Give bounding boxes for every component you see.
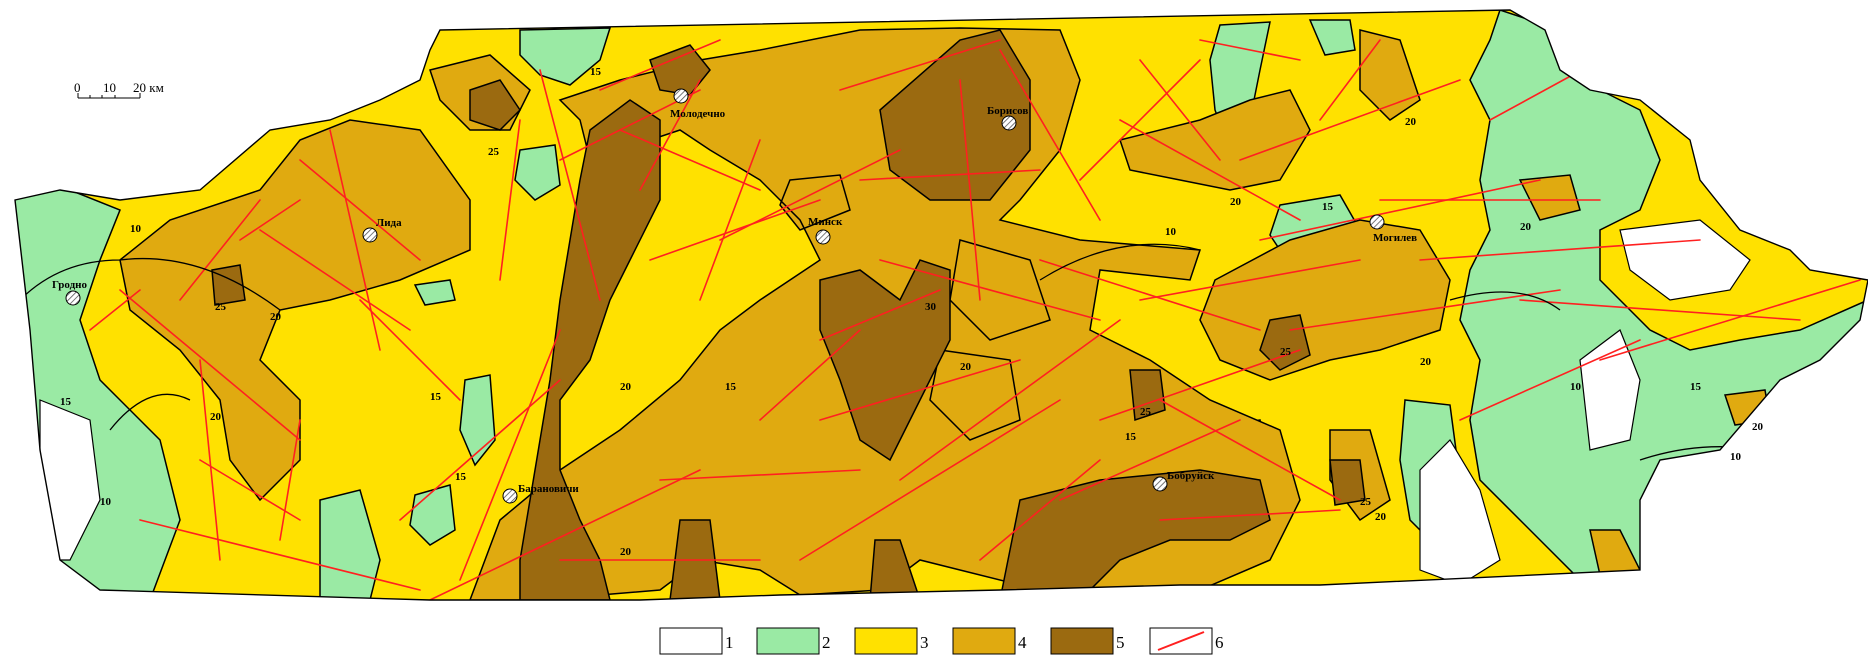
isoline-label: 20 [1375, 511, 1387, 523]
isoline-label: 20 [1230, 196, 1242, 208]
scale-tick-20: 20 км [133, 80, 164, 95]
legend-label-1: 1 [725, 633, 734, 652]
isoline-label: 25 [1280, 346, 1292, 358]
isoline-label: 15 [1690, 381, 1702, 393]
isoline-label: 15 [1322, 201, 1334, 213]
city-label-grodno: Гродно [52, 279, 88, 291]
scale-tick-10: 10 [103, 80, 116, 95]
legend-label-4: 4 [1018, 633, 1027, 652]
isoline-label: 15 [455, 471, 467, 483]
city-baranovichi: Барановичи [502, 483, 579, 504]
scale-tick-0: 0 [74, 80, 81, 95]
cities: Гродно Лида Молодечно Борисов Минск Моги… [52, 88, 1417, 504]
city-bobruisk: Бобруйск [1152, 470, 1215, 492]
city-label-minsk: Минск [808, 216, 843, 228]
isoline-label: 10 [100, 496, 112, 508]
legend-fault-line [1157, 631, 1205, 651]
isoline-label: 10 [1570, 381, 1582, 393]
isoline-label: 25 [1140, 406, 1152, 418]
city-borisov: Борисов [987, 105, 1028, 131]
isoline-label: 15 [60, 396, 72, 408]
isoline-label: 10 [1730, 451, 1742, 463]
city-label-molodechno: Молодечно [670, 108, 726, 120]
legend-swatch-3 [854, 627, 918, 655]
isoline-label: 20 [270, 311, 282, 323]
isoline-label: 20 [1520, 221, 1532, 233]
city-label-lida: Лида [376, 217, 402, 229]
isoline-label: 10 [1165, 226, 1177, 238]
legend: 1 2 3 4 5 6 [659, 627, 1224, 655]
isoline-label: 25 [215, 301, 227, 313]
isoline-label: 20 [960, 361, 972, 373]
isoline-label: 15 [1125, 431, 1137, 443]
city-label-baranovichi: Барановичи [518, 483, 579, 495]
scale-bar: 0 10 20 км [74, 80, 164, 99]
zone-1-areas [39, 219, 1751, 586]
legend-label-6: 6 [1215, 633, 1224, 652]
city-label-bobruisk: Бобруйск [1167, 470, 1215, 482]
isoline-label: 20 [210, 411, 222, 423]
city-molodechno: Молодечно [670, 88, 726, 120]
isoline-label: 15 [430, 391, 442, 403]
isoline-label: 20 [1420, 356, 1432, 368]
legend-swatch-5 [1050, 627, 1114, 655]
legend-swatch-1 [659, 627, 723, 655]
fault-lines [89, 39, 1861, 600]
isoline-label: 20 [1405, 116, 1417, 128]
isoline-label: 20 [620, 381, 632, 393]
legend-label-5: 5 [1116, 633, 1125, 652]
city-label-mogilev: Могилев [1373, 232, 1417, 244]
city-mogilev: Могилев [1369, 214, 1417, 244]
isoline-label: 20 [620, 546, 632, 558]
region-outline [14, 9, 1868, 601]
isoline-label: 15 [590, 66, 602, 78]
isoline-label: 15 [725, 381, 737, 393]
isoline-label: 25 [1360, 496, 1372, 508]
isoline-label: 25 [488, 146, 500, 158]
legend-swatch-2 [756, 627, 820, 655]
city-minsk: Минск [808, 216, 843, 245]
isoline-label: 10 [130, 223, 142, 235]
legend-swatch-4 [952, 627, 1016, 655]
legend-label-2: 2 [822, 633, 831, 652]
isoline-label: 30 [925, 301, 937, 313]
city-label-borisov: Борисов [987, 105, 1028, 117]
isoline-labels: 10 15 20 25 30 15 20 25 20 20 20 15 20 2… [60, 66, 1764, 558]
city-grodno: Гродно [52, 279, 88, 306]
city-lida: Лида [362, 217, 402, 243]
legend-label-3: 3 [920, 633, 929, 652]
isoline-label: 20 [1752, 421, 1764, 433]
